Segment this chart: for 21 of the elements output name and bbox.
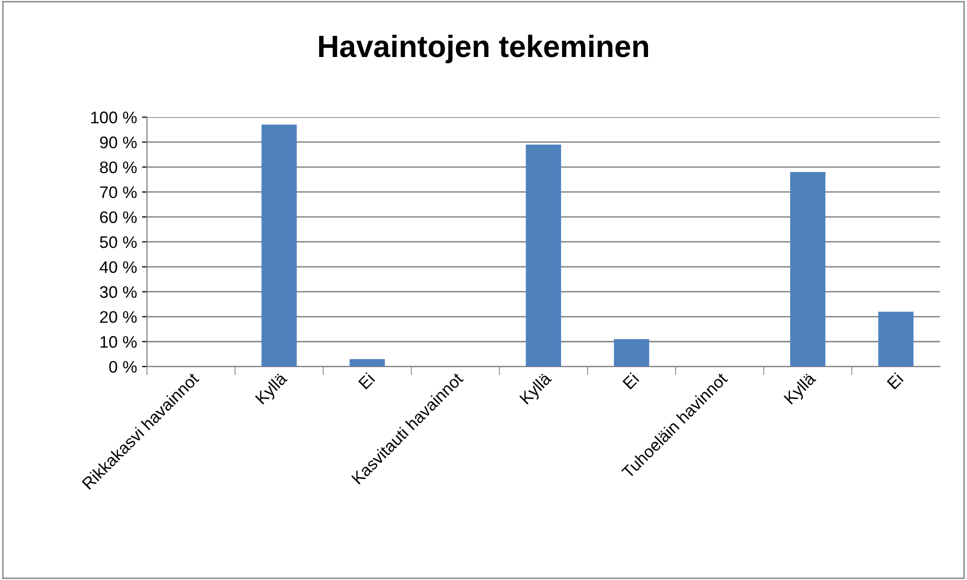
x-tick-label: Ei bbox=[358, 372, 375, 390]
bar bbox=[350, 359, 385, 367]
bar bbox=[614, 339, 650, 367]
bar bbox=[262, 124, 297, 367]
y-tick-label: 70 % bbox=[100, 186, 137, 198]
y-tick-label: 60 % bbox=[100, 211, 137, 224]
x-tick-label: Ei bbox=[886, 372, 904, 390]
bar bbox=[526, 144, 562, 367]
bar bbox=[790, 172, 826, 367]
y-tick-label: 20 % bbox=[100, 311, 137, 323]
y-tick-label: 30 % bbox=[100, 286, 137, 298]
y-tick-label: 40 % bbox=[100, 261, 137, 274]
y-tick-label: 10 % bbox=[100, 336, 137, 348]
bar bbox=[878, 312, 914, 367]
y-tick-label: 100 % bbox=[91, 112, 137, 124]
y-tick-label: 90 % bbox=[100, 136, 137, 148]
y-tick-label: 80 % bbox=[100, 161, 137, 174]
y-tick-label: 0 % bbox=[109, 360, 137, 373]
chart-title: Havaintojen tekeminen bbox=[319, 34, 648, 64]
y-tick-label: 50 % bbox=[100, 236, 137, 248]
x-tick-label: Ei bbox=[622, 372, 640, 390]
